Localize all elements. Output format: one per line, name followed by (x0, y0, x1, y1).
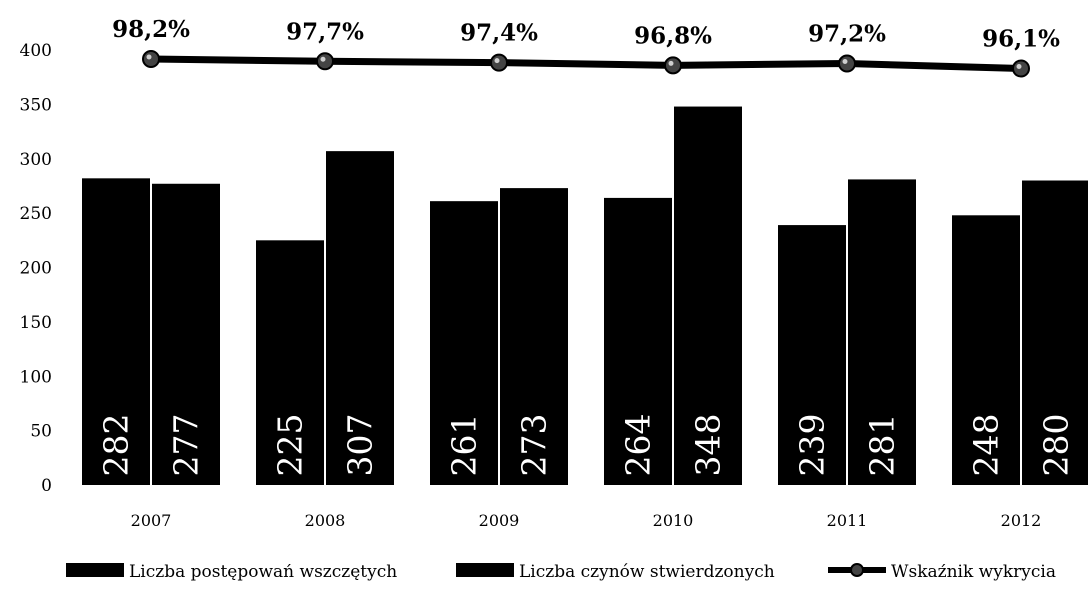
bar-recorded-2011 (848, 179, 916, 485)
x-axis-category-labels: 2007 2008 2009 2010 2011 2012 (131, 511, 1042, 530)
bar-initiated-2012 (952, 215, 1020, 486)
legend-item-initiated: Liczba postępowań wszczętych (129, 562, 397, 582)
y-tick-label: 0 (41, 476, 52, 496)
detection-rate-point-highlight (494, 58, 500, 64)
detection-rate-line-path (150, 55, 1022, 72)
detection-rate-point-highlight (320, 56, 326, 62)
detection-rate-point-highlight (668, 60, 674, 66)
bar-initiated-2007 (82, 178, 150, 485)
detection-rate-label: 98,2% (112, 16, 190, 43)
bar-value-label: 280 (1037, 414, 1076, 477)
bar-recorded-2012 (1022, 180, 1088, 485)
legend-swatch (66, 563, 124, 577)
bar-value-label: 307 (341, 414, 380, 477)
detection-rate-point (838, 54, 856, 73)
detection-rate-label: 97,7% (286, 18, 364, 45)
y-tick-label: 200 (20, 259, 52, 279)
bar-value-label: 277 (167, 414, 206, 477)
detection-rate-label: 97,4% (460, 20, 538, 47)
y-tick-label: 350 (20, 95, 52, 115)
detection-rate-point-highlight (1016, 64, 1022, 69)
y-tick-label: 300 (20, 150, 52, 170)
legend-item-recorded: Liczba czynów stwierdzonych (519, 562, 775, 582)
legend-marker (850, 563, 864, 577)
x-category-label: 2011 (827, 511, 868, 530)
legend: Liczba postępowań wszczętych Liczba czynó… (66, 562, 1056, 582)
legend-item-detection-rate: Wskaźnik wykrycia (891, 562, 1056, 582)
x-category-label: 2008 (305, 511, 346, 530)
bar-recorded-2007 (152, 183, 220, 485)
bar-initiated-2009 (430, 201, 498, 485)
bar-value-label: 273 (515, 414, 554, 477)
bar-recorded-2009 (500, 188, 568, 486)
detection-rate-point (490, 53, 508, 72)
detection-rate-point (142, 50, 160, 68)
x-category-label: 2007 (131, 511, 172, 530)
bars (82, 106, 1088, 486)
x-category-label: 2009 (479, 511, 520, 530)
bar-value-label: 282 (97, 414, 136, 477)
bar-value-label: 261 (445, 414, 484, 477)
x-category-label: 2010 (653, 511, 694, 530)
bar-initiated-2010 (604, 197, 672, 485)
bar-value-label: 239 (793, 414, 832, 477)
y-tick-label: 150 (20, 313, 52, 333)
detection-rate-point-highlight (146, 54, 152, 60)
y-tick-label: 100 (20, 367, 52, 387)
detection-rate-point (316, 52, 334, 71)
x-category-label: 2012 (1001, 511, 1042, 530)
bar-value-label: 225 (271, 414, 310, 477)
y-axis: 0 50 100 150 200 250 300 350 400 (20, 41, 52, 496)
bar-value-label: 264 (619, 414, 658, 477)
y-tick-label: 50 (30, 422, 52, 442)
detection-rate-label: 96,8% (634, 22, 712, 49)
bar-value-label: 248 (967, 414, 1006, 477)
legend-swatch (456, 563, 514, 577)
bar-recorded-2010 (674, 106, 742, 486)
bar-value-label: 348 (689, 414, 728, 477)
bar-recorded-2008 (326, 151, 394, 485)
detection-rate-label: 96,1% (982, 26, 1060, 53)
detection-rate-point (664, 56, 682, 75)
y-tick-label: 400 (20, 41, 52, 61)
bar-value-label: 281 (863, 414, 902, 477)
detection-rate-label: 97,2% (808, 21, 886, 48)
bar-initiated-2011 (778, 225, 846, 485)
y-tick-label: 250 (20, 204, 52, 224)
detection-rate-line: 98,2% 97,7% 97,4% 96,8% 97,2% 96,1% (112, 16, 1060, 78)
bar-initiated-2008 (256, 240, 324, 485)
detection-rate-point-highlight (842, 59, 848, 65)
detection-rate-point (1012, 59, 1030, 78)
bar-value-labels: 282 277 225 307 261 273 264 348 239 281 248 280 (97, 414, 1076, 477)
